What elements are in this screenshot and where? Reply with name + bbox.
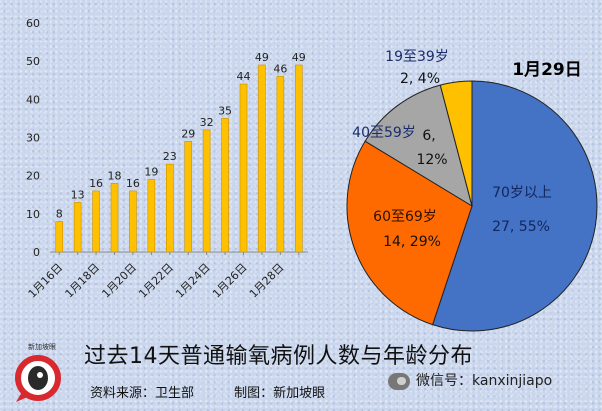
bar-data-label: 19 xyxy=(144,165,158,178)
x-tick-label: 1月20日 xyxy=(99,261,139,301)
slice-label-name: 40至59岁 xyxy=(352,125,416,141)
bar xyxy=(129,190,137,253)
x-tick-label: 1月16日 xyxy=(26,261,66,301)
y-tick-label: 50 xyxy=(26,55,40,68)
bar xyxy=(73,202,82,253)
slice-label-value: 6, xyxy=(422,128,435,144)
slice-label-name: 60至69岁 xyxy=(373,209,437,225)
source-text: 资料来源：卫生部 xyxy=(90,386,195,401)
brand-logo-text: 新加坡眼 xyxy=(28,343,56,351)
age-distribution-pie-chart: 1月29日 70岁以上 27, 55% 60至69岁 14, 29% 40至59岁 6, 12… xyxy=(346,49,598,332)
bar-data-label: 8 xyxy=(56,207,63,220)
bar xyxy=(165,163,174,253)
x-tick-label: 1月28日 xyxy=(247,261,287,301)
bar xyxy=(239,83,248,253)
slice-label-value: 14, 29% xyxy=(383,234,441,250)
bar-data-label: 23 xyxy=(163,150,177,163)
y-tick-label: 20 xyxy=(26,170,40,183)
y-tick-label: 0 xyxy=(33,246,40,259)
chart-main-title: 过去14天普通输氧病例人数与年龄分布 xyxy=(84,344,473,369)
y-tick-label: 30 xyxy=(26,132,40,145)
slice-label-value: 2, 4% xyxy=(400,71,440,87)
wechat-icon xyxy=(388,372,410,390)
bar-data-label: 32 xyxy=(200,116,214,129)
x-tick-label: 1月18日 xyxy=(63,261,103,301)
y-tick-label: 40 xyxy=(26,93,40,106)
bar-data-label: 16 xyxy=(126,177,140,190)
pie-slice xyxy=(346,140,473,326)
bar-data-label: 18 xyxy=(108,169,122,182)
bar xyxy=(294,64,303,253)
daily-cases-bar-chart: 0 10 20 30 40 50 60 8 13 16 18 16 19 23 29 32 35 44 49 46 49… xyxy=(26,17,308,301)
pie-slice xyxy=(439,80,473,207)
bar xyxy=(276,76,285,253)
x-tick-label: 1月22日 xyxy=(136,261,176,301)
bar-data-label: 49 xyxy=(255,51,269,64)
x-tick-label: 1月24日 xyxy=(173,261,213,301)
wechat-id-text: 微信号：kanxinjiapo xyxy=(416,373,553,389)
bar xyxy=(202,129,211,253)
bar xyxy=(110,183,119,253)
slice-label-pct: 12% xyxy=(416,152,447,168)
bar xyxy=(258,64,266,253)
source-line: 资料来源：卫生部 制图：新加坡眼 xyxy=(90,382,361,401)
slice-label-name: 19至39岁 xyxy=(385,49,449,65)
y-tick-label: 10 xyxy=(26,208,40,221)
y-tick-label: 60 xyxy=(26,17,40,30)
slice-label-value: 27, 55% xyxy=(492,219,550,235)
credit-text: 制图：新加坡眼 xyxy=(234,386,326,401)
x-tick-label: 1月26日 xyxy=(210,261,250,301)
bar xyxy=(184,141,193,253)
bar xyxy=(221,118,229,253)
bar-data-label: 29 xyxy=(181,127,195,140)
slice-label-name: 70岁以上 xyxy=(492,185,552,201)
bar-data-label: 13 xyxy=(71,188,85,201)
bar xyxy=(55,221,64,253)
wechat-watermark: 微信号：kanxinjiapo xyxy=(388,370,552,390)
bar-data-label: 35 xyxy=(218,104,232,117)
bar xyxy=(147,179,156,253)
bar xyxy=(92,190,100,253)
pie-slice xyxy=(364,84,473,208)
pie-title: 1月29日 xyxy=(512,60,582,80)
pie-slice xyxy=(431,80,598,332)
bar-data-label: 49 xyxy=(292,51,306,64)
bar-data-label: 44 xyxy=(237,70,251,83)
bar-data-label: 16 xyxy=(89,177,103,190)
brand-logo-icon xyxy=(15,355,61,402)
bar-data-label: 46 xyxy=(273,62,287,75)
